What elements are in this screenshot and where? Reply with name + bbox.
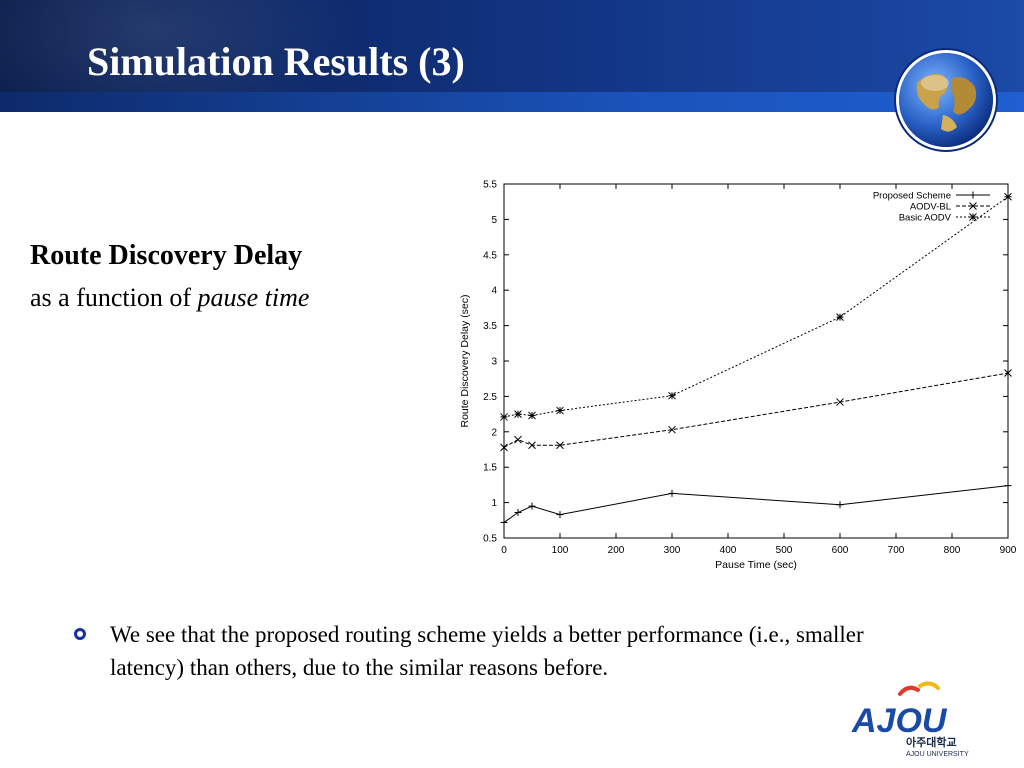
data-point-basic-aodv — [668, 391, 676, 400]
globe-icon — [896, 50, 996, 150]
plot-frame — [503, 183, 1009, 539]
y-axis-label: Route Discovery Delay (sec) — [459, 294, 471, 427]
x-axis-label: Pause Time (sec) — [715, 559, 797, 571]
data-point-basic-aodv — [514, 410, 522, 418]
data-point-basic-aodv — [556, 406, 564, 415]
slide-header — [0, 0, 1024, 112]
route-discovery-delay-chart: 0 100 200 300 400 500 600 700 800 900 0.5 1 1.5 2 2.5 3… — [459, 180, 1017, 572]
slide-title: Simulation Results (3) — [87, 39, 465, 84]
x-tick-label: 500 — [776, 545, 793, 556]
globe-graphic — [899, 53, 993, 147]
y-tick-label: 4 — [491, 286, 497, 297]
chart-subject: Route Discovery Delay — [30, 240, 303, 271]
y-tick-label: 5 — [491, 215, 497, 226]
logo-english: AJOU UNIVERSITY — [906, 751, 969, 758]
y-tick-label: 4.5 — [483, 250, 497, 261]
x-tick-label: 800 — [944, 545, 961, 556]
chart-subject-detail: as a function of pause time — [30, 283, 309, 313]
legend-label: Basic AODV — [899, 213, 952, 224]
subtitle-italic: pause time — [197, 283, 310, 312]
x-tick-label: 400 — [720, 545, 737, 556]
x-tick-label: 0 — [501, 545, 507, 556]
x-tick-label: 900 — [1000, 545, 1017, 556]
x-tick-label: 100 — [552, 545, 569, 556]
legend-label: AODV-BL — [910, 202, 951, 213]
y-tick-label: 3.5 — [483, 321, 497, 332]
logo-wordmark: AJOU — [851, 702, 948, 740]
bullet-text: We see that the proposed routing scheme … — [110, 622, 864, 680]
subtitle-prefix: as a function of — [30, 283, 198, 312]
data-point-aodv-bl — [668, 425, 676, 434]
y-tick-label: 3 — [491, 357, 497, 368]
ajou-university-logo: AJOU 아주대학교 AJOU UNIVERSITY — [851, 681, 969, 758]
data-point-basic-aodv — [836, 313, 844, 321]
data-point-aodv-bl — [500, 443, 508, 452]
data-point-aodv-bl — [556, 441, 564, 450]
data-point-basic-aodv — [528, 411, 536, 420]
x-tick-label: 200 — [608, 545, 625, 556]
y-tick-label: 1 — [491, 498, 497, 509]
logo-korean: 아주대학교 — [906, 735, 957, 749]
y-tick-label: 0.5 — [483, 534, 497, 545]
header-band — [0, 92, 1024, 112]
legend-marker-aodv-bl — [969, 202, 977, 210]
series-line-basic-aodv — [503, 196, 1009, 418]
x-tick-label: 600 — [832, 545, 849, 556]
y-tick-label: 5.5 — [483, 180, 497, 191]
data-point-basic-aodv — [500, 413, 508, 421]
bullet-icon — [74, 628, 86, 640]
y-tick-label: 2 — [491, 427, 497, 438]
x-tick-label: 700 — [888, 545, 905, 556]
legend-marker-basic-aodv — [969, 213, 977, 221]
data-point-aodv-bl — [836, 398, 844, 406]
series-line-proposed-scheme — [503, 485, 1009, 523]
data-point-aodv-bl — [528, 441, 536, 450]
x-tick-label: 300 — [664, 545, 681, 556]
data-point-aodv-bl — [1004, 369, 1012, 377]
y-tick-label: 2.5 — [483, 392, 497, 403]
data-point-basic-aodv — [1004, 192, 1012, 201]
y-tick-label: 1.5 — [483, 463, 497, 474]
legend-label: Proposed Scheme — [873, 191, 951, 202]
series-line-aodv-bl — [503, 372, 1009, 448]
data-point-aodv-bl — [514, 435, 522, 444]
